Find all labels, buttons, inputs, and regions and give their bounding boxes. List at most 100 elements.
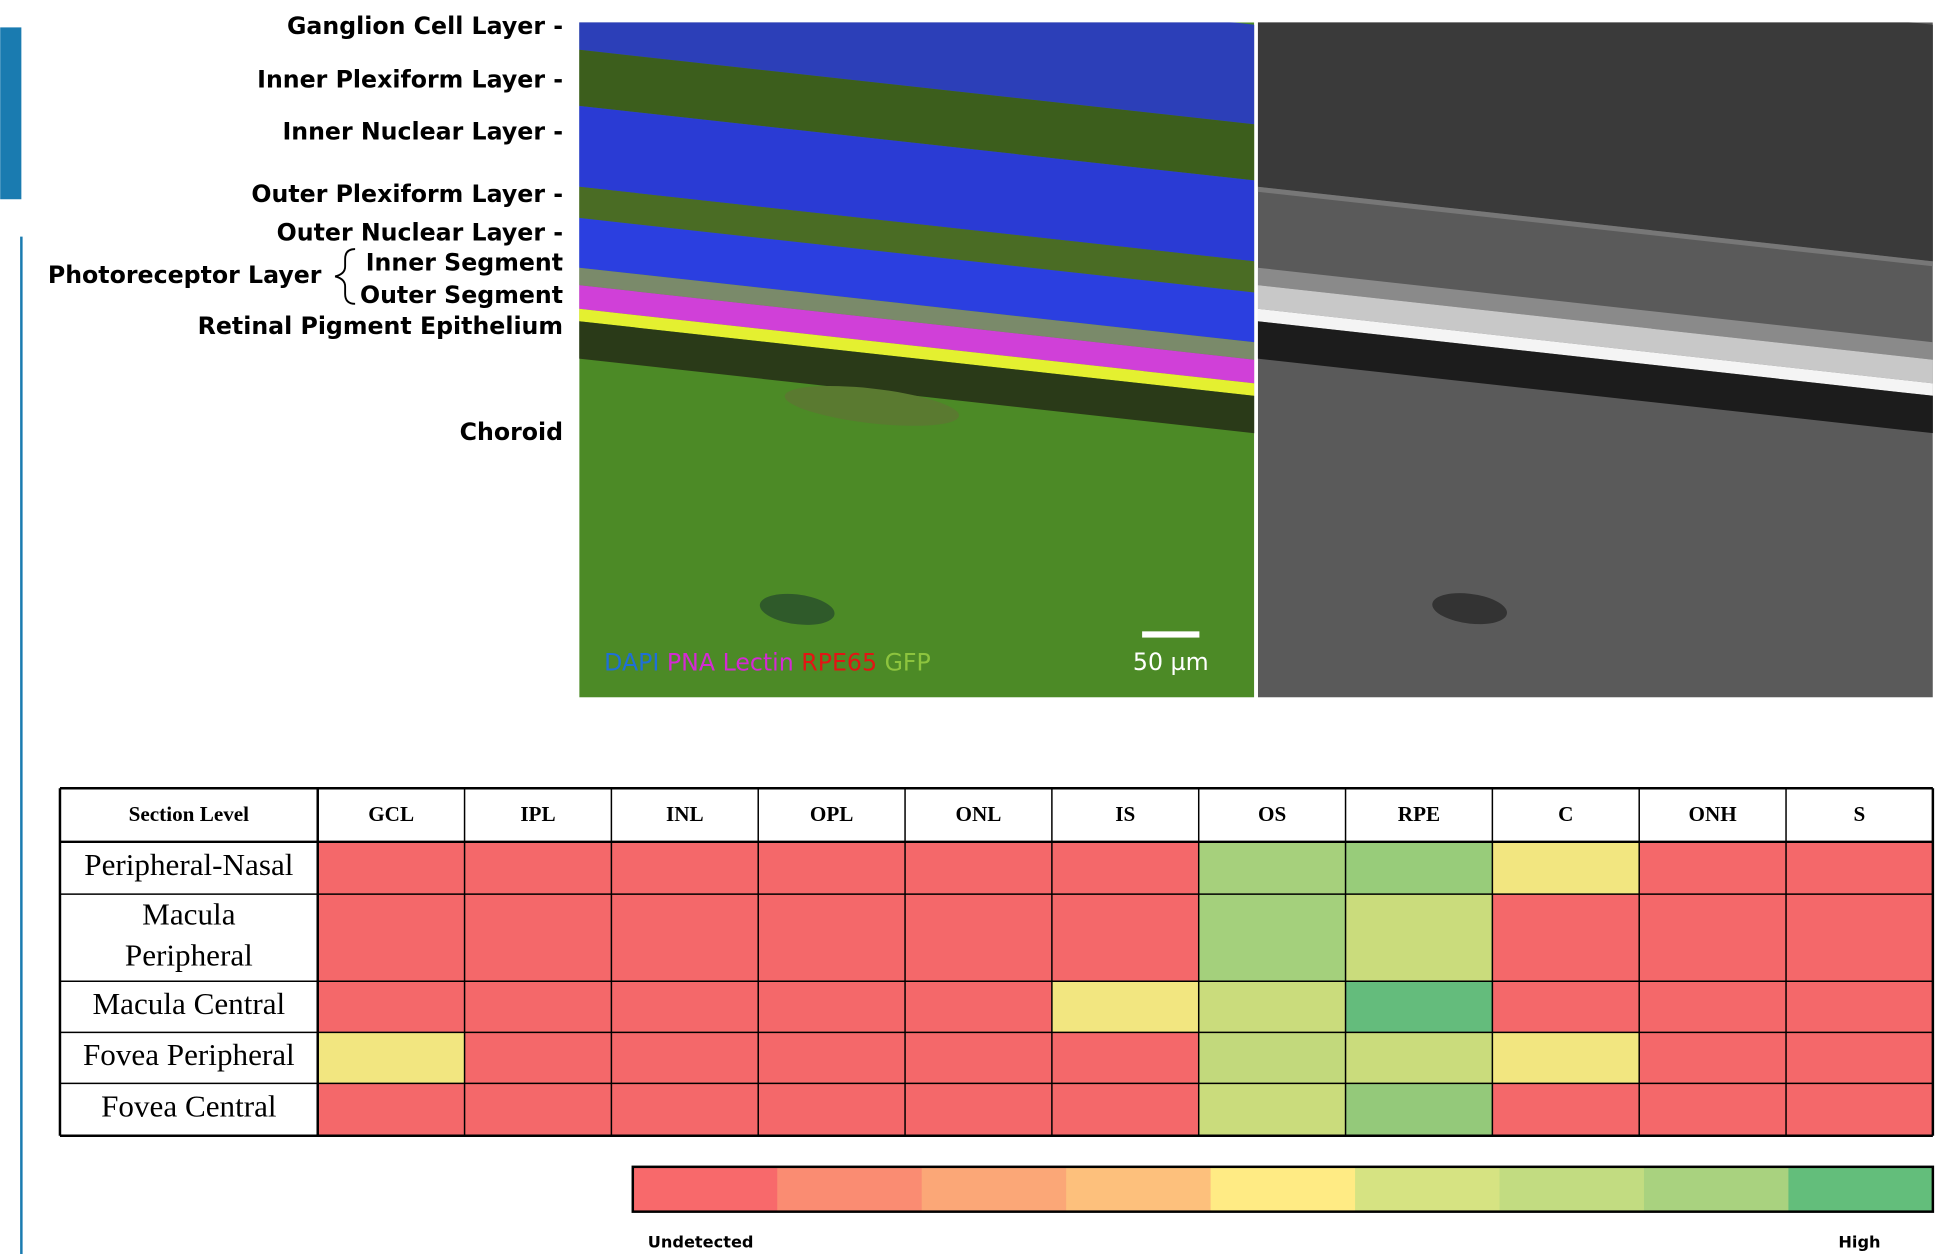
heat-cell [1492,1083,1639,1135]
row-label: Fovea Peripheral [83,1037,295,1072]
heat-cell [1052,1083,1199,1135]
photoreceptor-label: Photoreceptor Layer [48,261,322,289]
heat-cell [1346,894,1493,981]
header-cell: ONH [1689,802,1738,826]
row-label: Macula [142,896,236,931]
heat-cell [1346,1032,1493,1083]
heat-cell [905,981,1052,1032]
heat-cell [905,842,1052,894]
colorbar-high: High [1838,1232,1880,1251]
heat-cell [758,894,905,981]
layer-label: Inner Segment [366,249,563,277]
scale-label: 50 µm [1133,648,1209,676]
layer-label: Ganglion Cell Layer - [287,12,563,40]
header-cell: GCL [368,802,414,826]
layer-label: Outer Plexiform Layer - [251,180,563,208]
stain-name: GFP [885,648,931,676]
heat-cell [611,842,758,894]
header-cell: C [1558,802,1573,826]
row-label: Peripheral [125,937,253,972]
heat-cell [1199,981,1346,1032]
heat-cell [1346,981,1493,1032]
row-label: Peripheral-Nasal [84,847,293,882]
heat-cell [611,894,758,981]
colorbar-swatch [1355,1167,1500,1212]
layer-label: Inner Nuclear Layer - [282,118,563,146]
heat-cell [1786,894,1933,981]
layer-label: Outer Nuclear Layer - [277,219,563,247]
heat-cell [611,1032,758,1083]
colorbar-swatch [1066,1167,1211,1212]
colorbar-swatch [1211,1167,1356,1212]
header-cell: OS [1258,802,1286,826]
heat-cell [1199,842,1346,894]
header-cell: Section Level [129,802,250,826]
heat-cell [758,842,905,894]
heat-cell [1492,842,1639,894]
heat-cell [318,894,465,981]
colorbar-swatch [1500,1167,1645,1212]
colorbar-swatch [777,1167,922,1212]
bracket [335,249,355,304]
header-cell: IS [1115,802,1135,826]
heat-cell [1346,842,1493,894]
row-label: Fovea Central [101,1089,277,1124]
colorbar-swatch [922,1167,1067,1212]
heat-cell [465,894,612,981]
colorbar-swatch [633,1167,778,1212]
heat-cell [1492,894,1639,981]
heat-cell [1199,1083,1346,1135]
heat-cell [1639,981,1786,1032]
heat-cell [758,1083,905,1135]
layer-label: Choroid [460,418,563,446]
heat-cell [1492,981,1639,1032]
heat-cell [465,981,612,1032]
colorbar-swatch [1788,1167,1933,1212]
heat-cell [611,981,758,1032]
stain-name: PNA Lectin [667,648,794,676]
side-tab [0,27,21,199]
heat-cell [465,842,612,894]
row-label: Macula Central [92,986,285,1021]
heat-cell [1786,1032,1933,1083]
heat-cell [1639,842,1786,894]
stain-name: RPE65 [801,648,877,676]
heat-cell [318,981,465,1032]
heat-cell [1639,1032,1786,1083]
heat-cell [318,1032,465,1083]
figure: DAPI PNA Lectin RPE65 GFP 50 µm Ganglion… [0,0,1948,1254]
colorbar-swatch [1644,1167,1789,1212]
stain-legend: DAPI PNA Lectin RPE65 GFP [604,648,931,676]
header-cell: OPL [810,802,854,826]
header-cell: INL [666,802,704,826]
heat-cell [465,1032,612,1083]
heat-cell [465,1083,612,1135]
header-cell: RPE [1398,802,1440,826]
heat-cell [1786,981,1933,1032]
grayscale-image [1233,0,1948,697]
fluorescence-image: DAPI PNA Lectin RPE65 GFP 50 µm [548,0,1295,697]
header-cell: ONL [956,802,1002,826]
stain-name: DAPI [604,648,659,676]
heat-cell [905,1032,1052,1083]
scale-bar [1142,631,1199,637]
heat-cell [1199,1032,1346,1083]
heat-cell [1786,842,1933,894]
layer-label: Outer Segment [360,281,563,309]
heat-cell [1199,894,1346,981]
heat-cell [1052,1032,1199,1083]
colorbar-low: Undetected [648,1232,754,1251]
heat-cell [1346,1083,1493,1135]
heat-cell [758,981,905,1032]
heat-cell [1639,1083,1786,1135]
heat-cell [318,1083,465,1135]
heat-cell [1492,1032,1639,1083]
heat-cell [611,1083,758,1135]
heat-cell [318,842,465,894]
heat-cell [905,894,1052,981]
heat-cell [1639,894,1786,981]
heat-cell [905,1083,1052,1135]
heat-cell [1052,894,1199,981]
header-cell: IPL [520,802,555,826]
heat-cell [758,1032,905,1083]
